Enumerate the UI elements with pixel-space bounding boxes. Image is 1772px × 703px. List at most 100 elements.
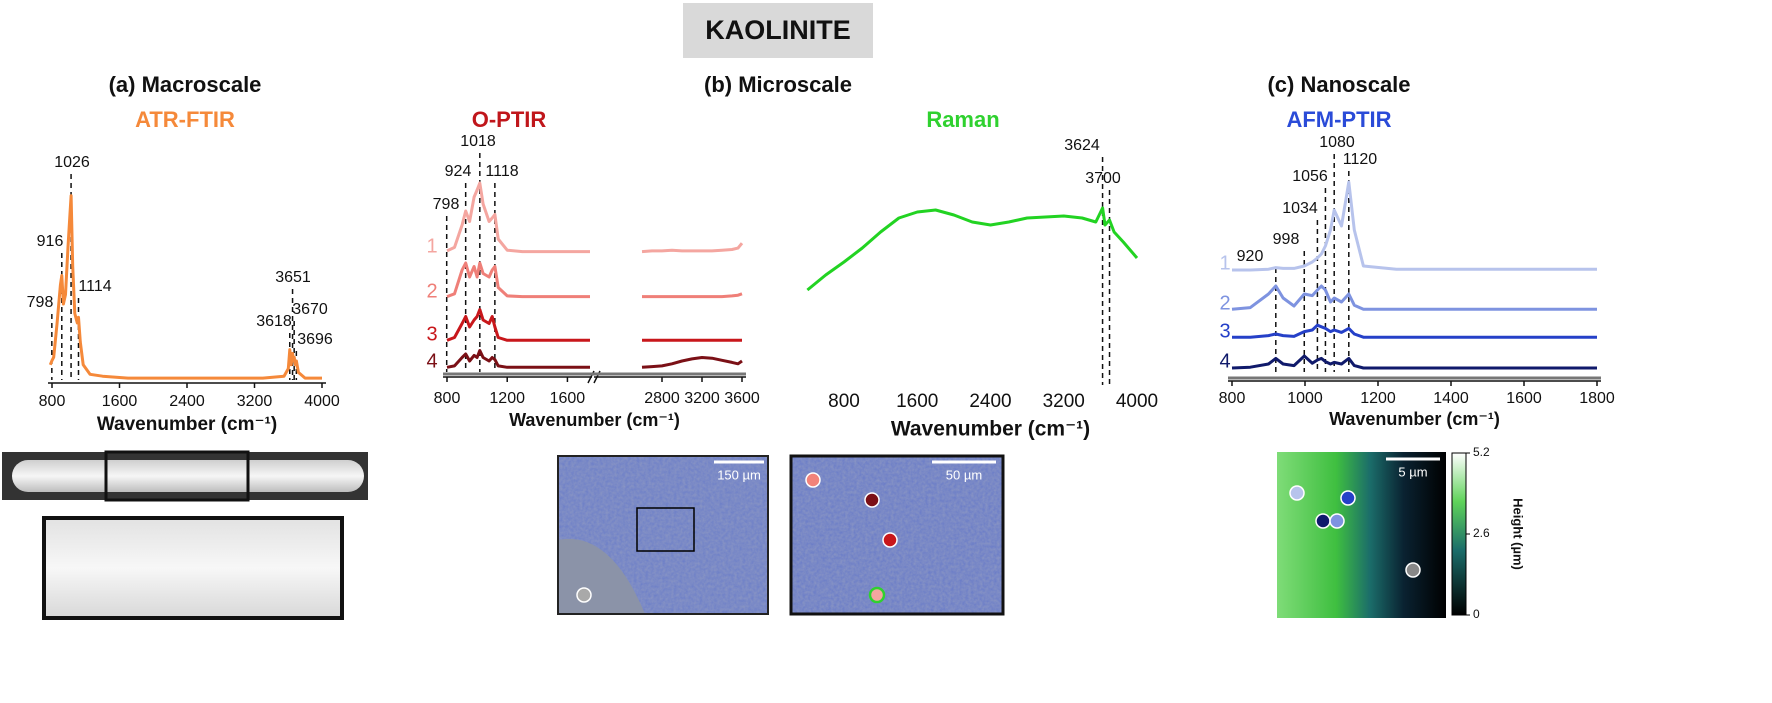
spot: [1340, 490, 1356, 506]
x-tick-label: 3200: [1043, 391, 1085, 412]
spectrum: [806, 206, 1139, 292]
peak-label: 3696: [297, 331, 333, 348]
colorbar-tick-label: 2.6: [1473, 526, 1490, 540]
peak-label: 1120: [1343, 151, 1378, 168]
spot: [882, 532, 898, 548]
colorbar-label: Height (µm): [1511, 498, 1526, 570]
series-label: 3: [1219, 320, 1230, 342]
colorbar: [1451, 452, 1467, 616]
x-tick-label: 1200: [1360, 390, 1396, 407]
spot: [1405, 562, 1421, 578]
x-tick-label: 1600: [896, 391, 938, 412]
spot: [1315, 513, 1331, 529]
tube: [12, 460, 364, 492]
spectrum: [48, 194, 322, 380]
spot: [576, 587, 592, 603]
zoom-photo: [42, 516, 344, 620]
peak-label: 1026: [54, 154, 90, 171]
x-tick-label: 2800: [644, 390, 680, 407]
x-tick-label: 1600: [1506, 390, 1542, 407]
colorbar-tick-label: 0: [1473, 607, 1480, 621]
scale-label: 5 µm: [1398, 464, 1427, 479]
series-label: 2: [426, 280, 437, 302]
x-tick-label: 800: [434, 390, 461, 407]
series-label: 1: [426, 235, 437, 257]
zoom-box: [104, 450, 250, 502]
panel-heading: (b) Microscale: [704, 72, 852, 97]
scale-label: 50 µm: [946, 467, 982, 482]
series-label: 3: [426, 323, 437, 345]
series-label: 4: [426, 350, 437, 372]
peak-label: 920: [1237, 248, 1264, 265]
spot: [864, 492, 880, 508]
chart-title: AFM-PTIR: [1286, 107, 1391, 132]
chart-title: ATR-FTIR: [135, 107, 235, 132]
spectrum: [1231, 354, 1597, 370]
x-tick-label: 800: [828, 391, 860, 412]
peak-label: 1018: [460, 133, 496, 150]
x-tick-label: 1600: [550, 390, 586, 407]
panel-heading: (c) Nanoscale: [1267, 72, 1410, 97]
series-label: 4: [1219, 350, 1230, 372]
x-tick-label: 1600: [102, 393, 138, 410]
x-tick-label: 2400: [969, 391, 1011, 412]
spectrum: [446, 181, 744, 254]
chart-title: Raman: [926, 107, 999, 132]
peak-label: 1118: [485, 163, 518, 180]
panel-heading: (a) Macroscale: [109, 72, 262, 97]
spot: [868, 586, 886, 604]
spectrum: [446, 261, 743, 299]
frame: [557, 455, 769, 615]
title-box: [683, 3, 873, 58]
x-tick-label: 3600: [724, 390, 760, 407]
peak-label: 1114: [78, 278, 111, 295]
x-tick-label: 2400: [169, 393, 205, 410]
micro-texture: [791, 456, 1003, 614]
scale-label: 150 µm: [717, 467, 761, 482]
peak-label: 798: [27, 294, 54, 311]
peak-label: 1034: [1282, 200, 1318, 217]
figure-title: KAOLINITE: [705, 15, 851, 45]
peak-label: 3670: [292, 301, 328, 318]
x-tick-label: 1000: [1287, 390, 1323, 407]
x-tick-label: 1800: [1579, 390, 1615, 407]
x-tick-label: 1200: [489, 390, 525, 407]
peak-label: 924: [445, 163, 472, 180]
zoom-box: [636, 507, 695, 552]
peak-label: 3618: [256, 313, 292, 330]
series-label: 2: [1219, 292, 1230, 314]
spot: [1289, 485, 1305, 501]
x-axis-title: Wavenumber (cm⁻¹): [891, 418, 1090, 441]
peak-label: 3700: [1085, 170, 1121, 187]
x-axis-title: Wavenumber (cm⁻¹): [97, 414, 277, 435]
x-axis-title: Wavenumber (cm⁻¹): [509, 410, 680, 430]
x-tick-label: 4000: [1116, 391, 1158, 412]
x-tick-label: 1400: [1433, 390, 1469, 407]
peak-label: 1056: [1292, 168, 1328, 185]
spectrum: [1232, 323, 1597, 339]
spectrum: [446, 349, 743, 369]
spectrum: [1232, 180, 1597, 272]
x-tick-label: 3200: [684, 390, 720, 407]
peak-label: 3624: [1064, 137, 1100, 154]
peak-label: 998: [1273, 231, 1300, 248]
x-tick-label: 3200: [237, 393, 273, 410]
peak-label: 3651: [275, 269, 311, 286]
chart-title: O-PTIR: [472, 107, 547, 132]
spot: [805, 472, 821, 488]
spot: [1329, 513, 1345, 529]
x-axis-title: Wavenumber (cm⁻¹): [1329, 409, 1500, 429]
peak-label: 798: [433, 196, 460, 213]
colorbar-tick-label: 5.2: [1473, 445, 1490, 459]
series-label: 1: [1219, 252, 1230, 274]
peak-label: 916: [37, 233, 64, 250]
x-tick-label: 800: [1219, 390, 1246, 407]
spectrum: [446, 308, 742, 342]
afm-image: [1277, 452, 1446, 618]
spectrum: [1231, 284, 1597, 311]
frame: [789, 454, 1005, 616]
x-tick-label: 4000: [304, 393, 340, 410]
x-tick-label: 800: [39, 393, 66, 410]
peak-label: 1080: [1319, 134, 1355, 151]
